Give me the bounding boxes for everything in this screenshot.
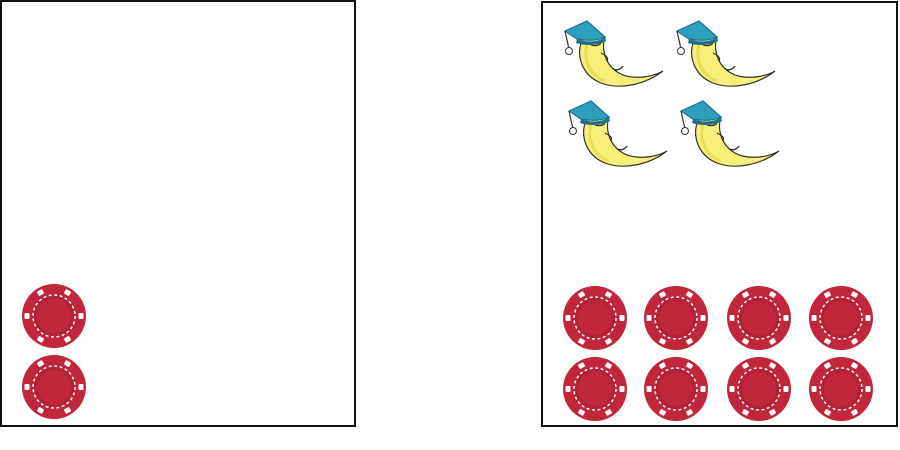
poker-chip-icon bbox=[726, 356, 792, 422]
right-panel bbox=[541, 1, 898, 427]
sleeping-moon-icon bbox=[673, 19, 779, 91]
poker-chip-icon bbox=[808, 356, 874, 422]
left-panel bbox=[0, 0, 356, 427]
sleeping-moon-icon bbox=[561, 19, 667, 91]
poker-chip-icon bbox=[562, 285, 628, 351]
poker-chip-icon bbox=[21, 283, 87, 349]
poker-chip-icon bbox=[808, 285, 874, 351]
poker-chip-icon bbox=[643, 285, 709, 351]
poker-chip-icon bbox=[21, 354, 87, 420]
poker-chip-icon bbox=[726, 285, 792, 351]
poker-chip-icon bbox=[643, 356, 709, 422]
sleeping-moon-icon bbox=[677, 99, 783, 171]
sleeping-moon-icon bbox=[565, 99, 671, 171]
poker-chip-icon bbox=[562, 356, 628, 422]
